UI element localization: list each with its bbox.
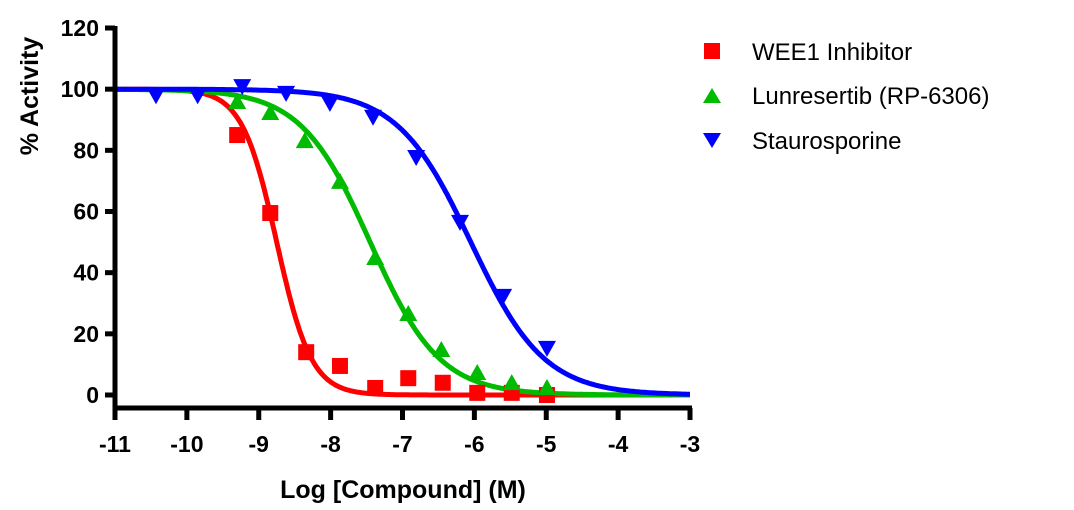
legend-marker-triangle-up <box>703 88 721 103</box>
legend-item-staurosporine: Staurosporine <box>703 128 901 155</box>
y-tick-label: 120 <box>61 15 99 41</box>
data-point-triangle-down <box>537 340 556 357</box>
data-point-triangle-up <box>537 378 556 395</box>
data-point-triangle-up <box>366 248 385 265</box>
data-point-square <box>367 379 384 396</box>
y-tick-label: 0 <box>86 382 99 408</box>
data-point-triangle-down <box>407 150 426 167</box>
data-point-triangle-down <box>320 95 339 112</box>
data-points <box>146 79 556 403</box>
fit-curves <box>113 86 692 398</box>
data-point-triangle-up <box>261 104 280 121</box>
data-point-triangle-down <box>494 288 513 305</box>
data-point-triangle-down <box>277 85 296 102</box>
y-tick-label: 100 <box>61 76 99 102</box>
axes: 0 20 40 60 80 100 120 -11 -10 -9 -8 -7 -6 -5 -4 -3 <box>61 15 701 457</box>
data-point-triangle-up <box>228 93 247 110</box>
data-point-square <box>434 374 451 391</box>
x-tick-label: -5 <box>536 431 557 457</box>
data-point-triangle-up <box>468 363 487 380</box>
legend-marker-square <box>704 43 720 59</box>
data-point-triangle-up <box>330 172 349 189</box>
y-tick-label: 20 <box>73 321 99 347</box>
x-axis-title: Log [Compound] (M) <box>280 476 526 504</box>
data-point-square <box>400 370 417 387</box>
x-tick-label: -11 <box>99 431 131 457</box>
data-point-triangle-up <box>502 374 521 391</box>
data-point-square <box>262 205 279 222</box>
x-tick-label: -10 <box>170 431 203 457</box>
x-tick-label: -4 <box>608 431 629 457</box>
x-tick-label: -7 <box>392 431 412 457</box>
data-point-triangle-down <box>188 88 207 105</box>
x-tick-label: -8 <box>320 431 341 457</box>
data-point-triangle-up <box>399 304 418 321</box>
data-point-triangle-down <box>233 79 252 96</box>
legend-item-lunresertib: Lunresertib (RP-6306) <box>703 83 989 110</box>
y-axis-title: % Activity <box>16 37 44 156</box>
fit-curve <box>113 86 692 398</box>
data-point-triangle-down <box>364 109 383 126</box>
data-point-square <box>469 384 486 401</box>
x-tick-label: -9 <box>249 431 269 457</box>
data-point-triangle-up <box>432 341 451 358</box>
fit-curve <box>113 86 692 397</box>
x-tick-label: -3 <box>680 431 700 457</box>
legend-item-wee1: WEE1 Inhibitor <box>704 39 912 66</box>
legend: WEE1 Inhibitor Lunresertib (RP-6306) Sta… <box>703 39 989 155</box>
data-point-square <box>229 127 246 144</box>
data-point-square <box>298 344 315 361</box>
data-point-square <box>331 357 348 374</box>
legend-label: Lunresertib (RP-6306) <box>752 83 989 110</box>
legend-label: Staurosporine <box>752 128 901 155</box>
fit-curve <box>113 86 692 398</box>
y-tick-label: 80 <box>73 137 99 163</box>
legend-label: WEE1 Inhibitor <box>752 39 912 66</box>
data-point-triangle-down <box>146 88 165 105</box>
y-tick-label: 40 <box>73 260 99 286</box>
y-tick-label: 60 <box>73 199 99 225</box>
data-point-triangle-down <box>451 214 469 231</box>
data-point-triangle-up <box>295 132 314 149</box>
legend-marker-triangle-down <box>703 133 721 148</box>
x-tick-label: -6 <box>464 431 484 457</box>
